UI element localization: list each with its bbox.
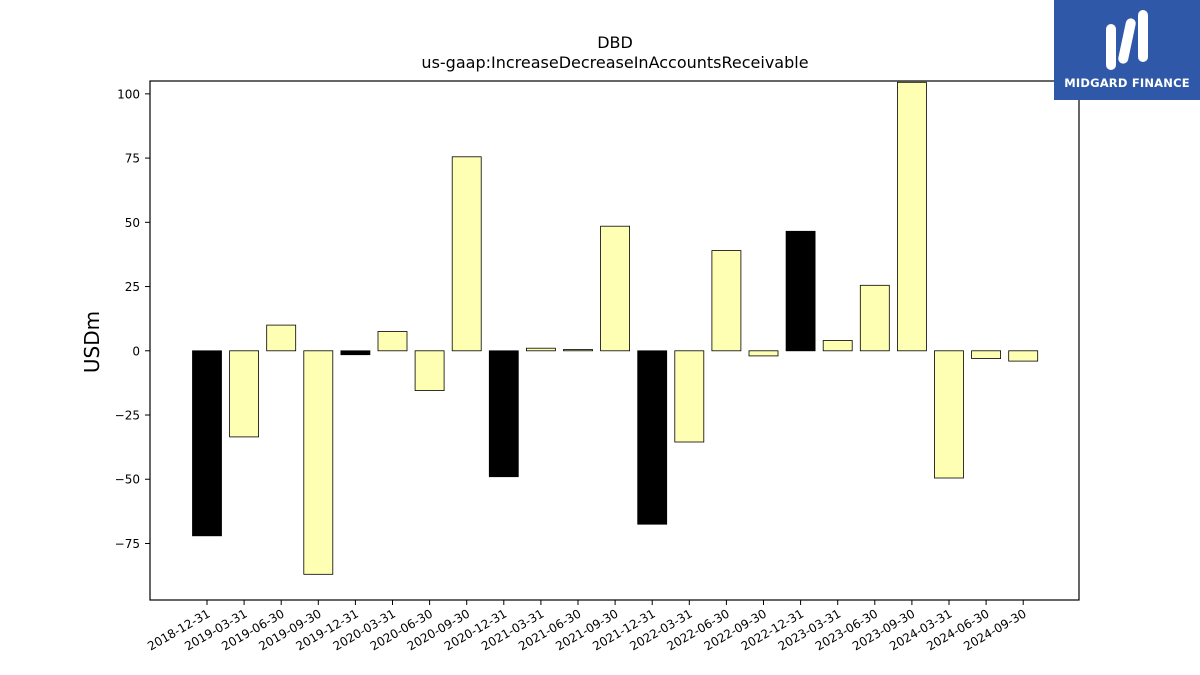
chart-title: DBD [597,33,633,52]
bar-2019-12-31 [340,350,371,356]
bar-2023-09-30 [897,81,927,352]
bar-2022-06-30 [711,250,742,352]
y-axis-ticks: 100 75 50 25 0 −25 −50 −75 [115,87,150,551]
bar-2022-03-31 [674,350,705,443]
y-tick-label: 25 [125,280,140,294]
bar-2021-09-30 [600,225,630,352]
x-axis-ticks: 2018-12-312019-03-312019-06-302019-09-30… [145,600,1029,653]
bar-2021-06-30 [563,349,593,352]
logo-text: MIDGARD FINANCE [1064,76,1190,90]
chart-subtitle: us-gaap:IncreaseDecreaseInAccountsReceiv… [421,53,808,72]
bar-2024-09-30 [1008,350,1039,362]
bar-2019-06-30 [266,324,297,352]
y-tick-label: −50 [115,473,140,487]
brand-logo: MIDGARD FINANCE [1054,0,1200,100]
y-tick-label: −75 [115,537,140,551]
bar-2022-09-30 [748,350,779,357]
bar-2020-12-31 [488,350,519,478]
y-tick-label: −25 [115,409,140,423]
bar-2019-03-31 [229,350,260,438]
bar-2021-12-31 [637,350,668,525]
y-tick-label: 75 [125,152,140,166]
bar-2023-06-30 [859,284,890,352]
y-tick-label: 0 [132,344,140,358]
bar-2020-06-30 [414,350,445,391]
y-axis-label: USDm [80,311,104,373]
bar-2024-06-30 [971,350,1001,359]
bar-2021-03-31 [526,347,556,352]
bars-group [192,81,1039,575]
bar-2019-09-30 [303,350,334,575]
bar-2018-12-31 [192,350,222,537]
plot-frame [149,80,1080,601]
bar-2024-03-31 [934,350,964,479]
y-tick-label: 50 [125,216,140,230]
bar-2020-03-31 [377,331,408,352]
bar-2020-09-30 [451,156,482,352]
y-tick-label: 100 [117,87,140,101]
midgard-logo-icon [1106,10,1148,70]
bar-2023-03-31 [822,340,853,352]
bar-2022-12-31 [785,230,816,352]
